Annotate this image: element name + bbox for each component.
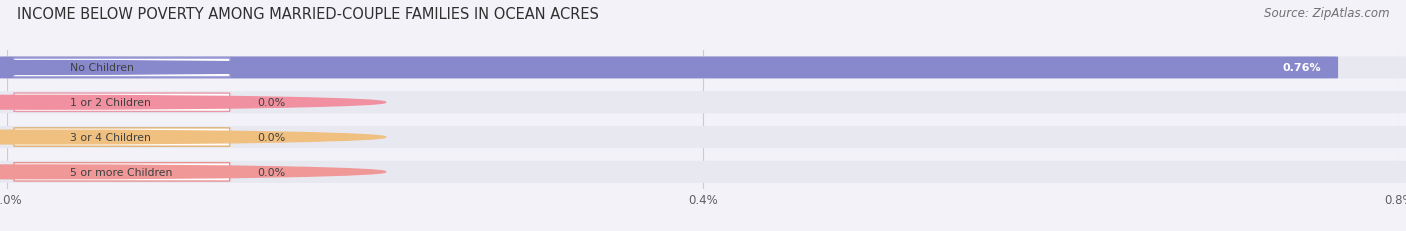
Circle shape [0,61,385,75]
Text: 0.76%: 0.76% [1282,63,1320,73]
Circle shape [0,96,385,110]
Text: 0.0%: 0.0% [257,167,285,177]
Text: 1 or 2 Children: 1 or 2 Children [70,98,150,108]
Text: INCOME BELOW POVERTY AMONG MARRIED-COUPLE FAMILIES IN OCEAN ACRES: INCOME BELOW POVERTY AMONG MARRIED-COUPL… [17,7,599,22]
FancyBboxPatch shape [14,94,229,112]
FancyBboxPatch shape [0,126,1406,149]
FancyBboxPatch shape [14,163,229,181]
Text: 0.0%: 0.0% [257,132,285,143]
FancyBboxPatch shape [0,161,1406,183]
FancyBboxPatch shape [14,59,229,77]
FancyBboxPatch shape [0,92,1406,114]
FancyBboxPatch shape [0,57,1339,79]
Text: 0.0%: 0.0% [257,98,285,108]
FancyBboxPatch shape [0,57,1406,79]
Circle shape [0,131,385,144]
Text: Source: ZipAtlas.com: Source: ZipAtlas.com [1264,7,1389,20]
Circle shape [0,165,385,179]
Text: 3 or 4 Children: 3 or 4 Children [70,132,150,143]
Text: 5 or more Children: 5 or more Children [70,167,172,177]
FancyBboxPatch shape [14,128,229,147]
Text: No Children: No Children [70,63,134,73]
